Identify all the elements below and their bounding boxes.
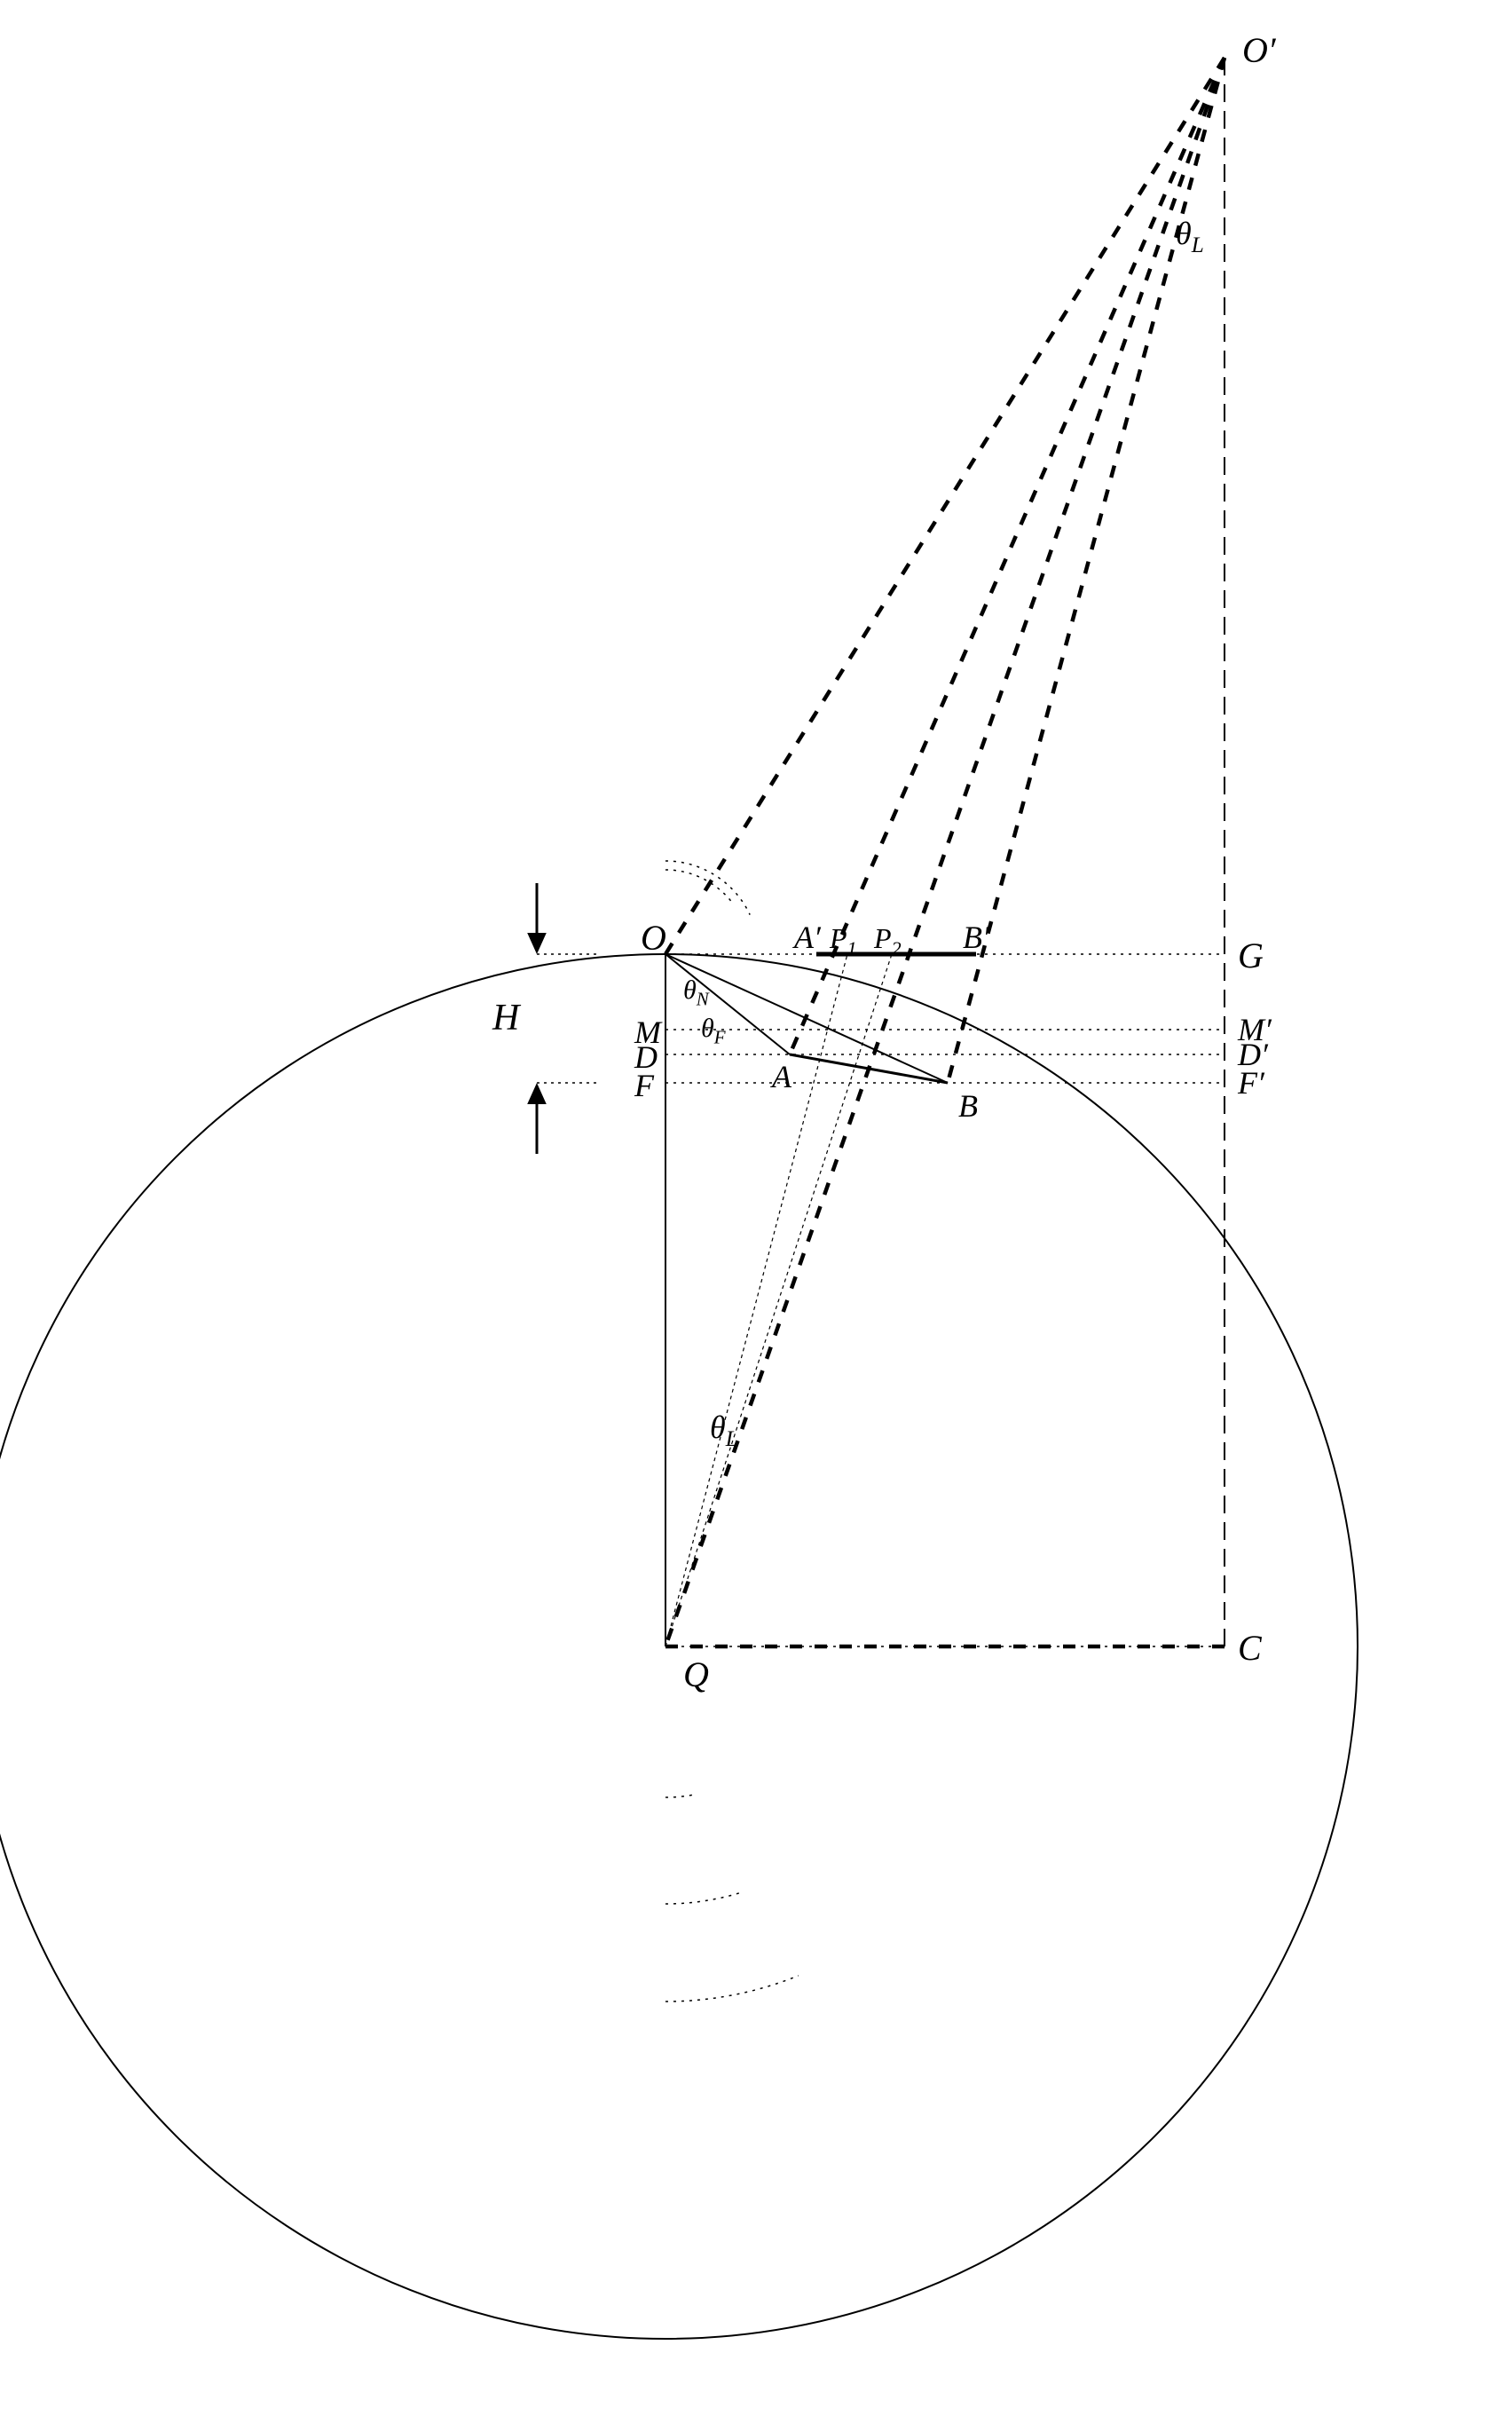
line-Q-P1	[665, 954, 847, 1646]
label-Q: Q	[683, 1654, 709, 1694]
label-Oprime: O′	[1242, 30, 1277, 70]
label-thetaF: θF	[701, 1014, 726, 1048]
angle-arc-Q-0	[665, 1794, 697, 1797]
label-thetaL_top: θL	[1176, 216, 1204, 257]
label-Aprime: A′	[792, 920, 822, 955]
label-Fprime: F′	[1237, 1065, 1265, 1101]
line-Oprime-A	[790, 58, 1225, 1054]
label-H: H	[492, 998, 522, 1038]
dim-h-bot-head	[527, 1083, 547, 1104]
line-A-B	[790, 1054, 948, 1083]
label-P2: P2	[873, 922, 902, 959]
label-A: A	[770, 1059, 792, 1094]
line-Oprime-O	[665, 58, 1225, 954]
label-Bprime: B′	[963, 920, 990, 955]
label-F: F	[634, 1068, 655, 1103]
line-Oprime-Q	[665, 58, 1225, 1646]
angle-arc-Q-1	[665, 1892, 743, 1904]
label-B: B	[958, 1088, 978, 1124]
angle-arc-O-4	[665, 870, 733, 904]
label-thetaN: θN	[683, 975, 710, 1010]
geometry-diagram: OO′QGCMM′DD′FF′ABA′B′P1P2HθLθLθNθF	[0, 0, 1512, 2416]
label-G: G	[1238, 936, 1264, 975]
line-Q-P2	[665, 954, 892, 1646]
label-O: O	[641, 918, 666, 958]
label-thetaL_bot: θL	[710, 1409, 738, 1451]
label-P1: P1	[829, 922, 857, 959]
dim-h-top-head	[527, 933, 547, 954]
label-C: C	[1238, 1628, 1263, 1668]
angle-arc-Q-2	[665, 1976, 799, 2001]
